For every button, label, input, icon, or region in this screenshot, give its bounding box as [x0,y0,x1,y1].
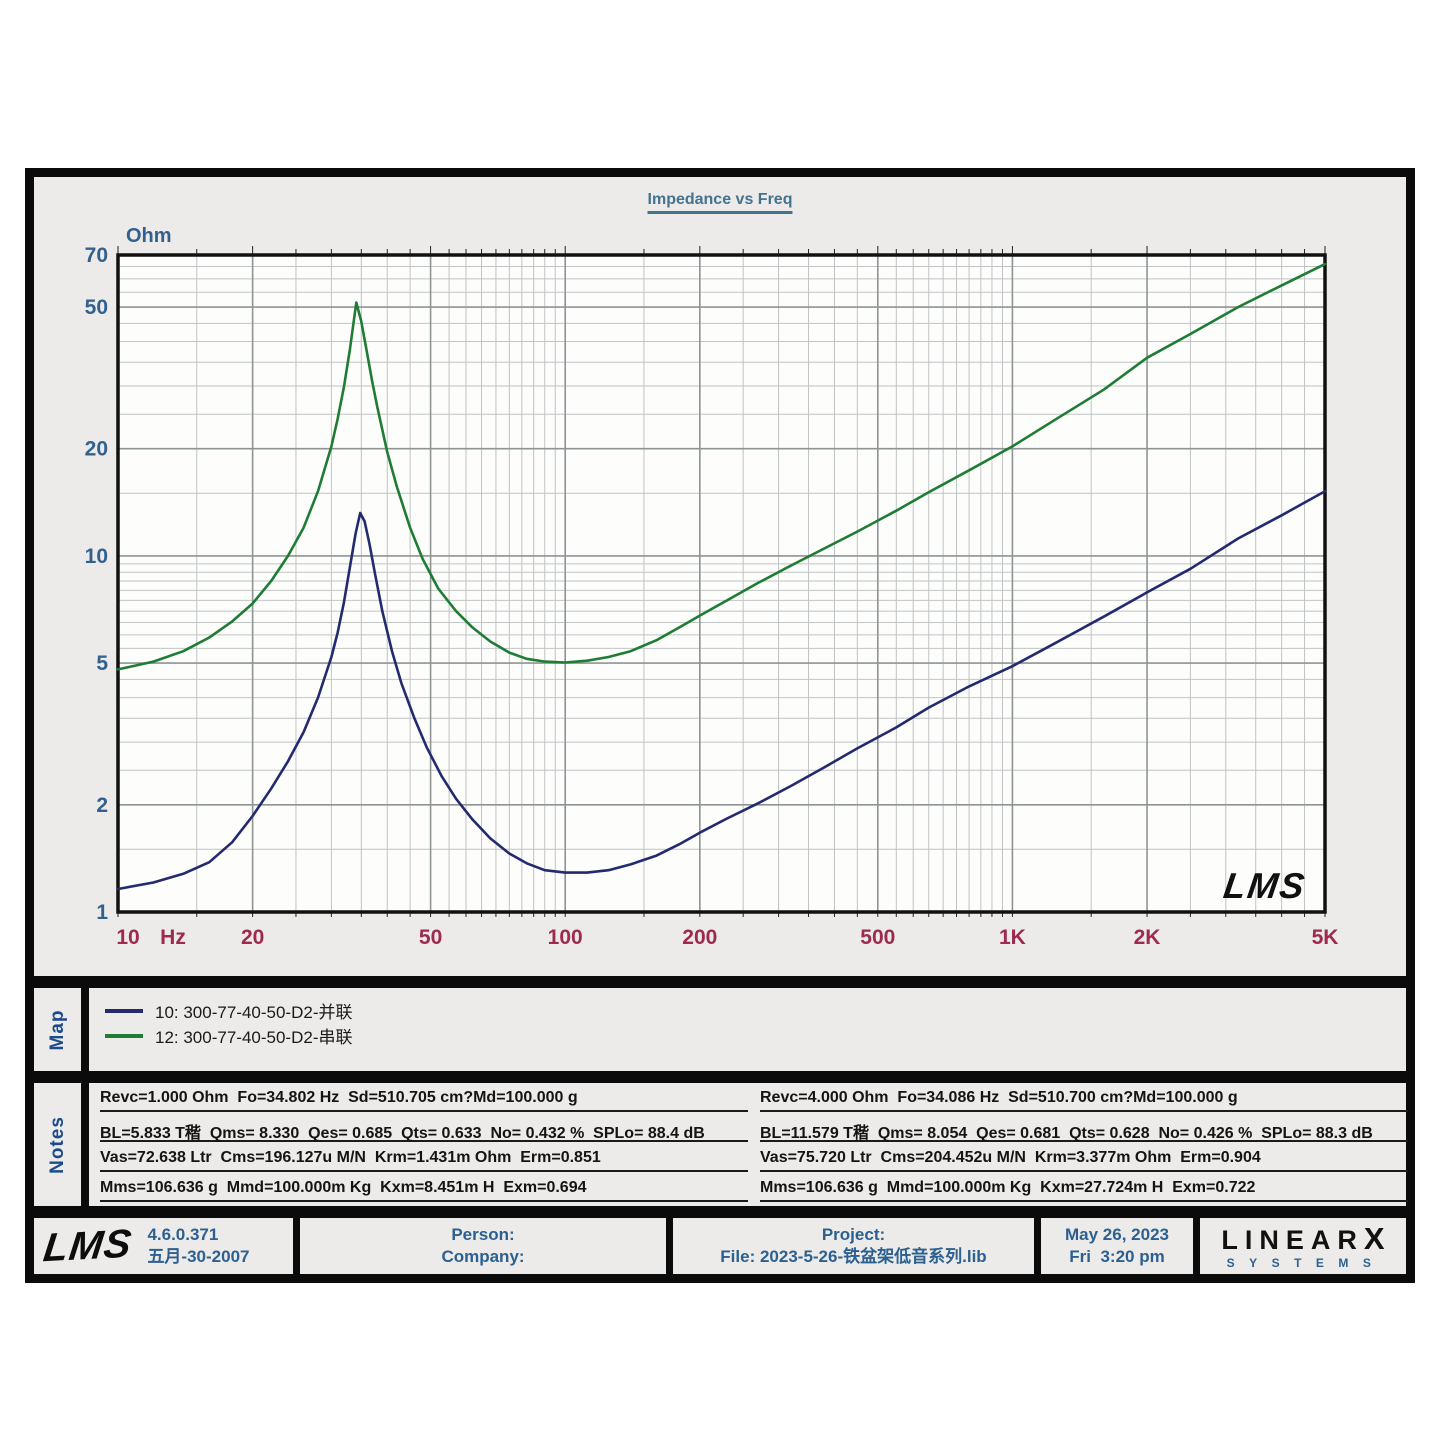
note-line: BL=5.833 T稭 Qms= 8.330 Qes= 0.685 Qts= 0… [100,1119,748,1142]
map-panel-label: Map [46,1009,68,1050]
y-axis-unit-label: Ohm [126,225,172,247]
x-tick-label: 10 [116,926,139,949]
notes-area: Revc=1.000 Ohm Fo=34.802 Hz Sd=510.705 c… [89,1083,1408,1209]
legend-swatch-12 [105,1033,143,1038]
company-label: Company: [441,1247,525,1266]
x-tick-label: 20 [241,926,264,949]
y-tick-label: 1 [96,901,108,924]
footer-time: Fri 3:20 pm [1069,1247,1165,1266]
footer-brand-cell: LINEARX SYSTEMS [1193,1218,1406,1274]
legend-item-10: 10: 300-77-40-50-D2-并联 [105,998,352,1023]
x-tick-label: 5K [1312,926,1339,949]
impedance-plot: LMS 70 50 20 10 5 2 1 10 20 50 100 200 500 1K 2K 5K Hz [85,244,1339,949]
plot-frame [116,253,1327,914]
x-tick-label: 2K [1134,926,1161,949]
x-tick-label: 1K [999,926,1026,949]
y-tick-label: 2 [96,794,108,817]
linearx-logo-linear: LINEAR [1221,1225,1364,1255]
legend-area: 10: 300-77-40-50-D2-并联 12: 300-77-40-50-D… [89,988,1406,1071]
person-label: Person: [451,1225,515,1244]
lms-report-document: Impedance vs Freq Ohm LMS 70 50 20 10 5 2 1 10 20… [25,168,1415,1283]
note-line: Mms=106.636 g Mmd=100.000m Kg Kxm=27.724… [760,1179,1408,1202]
footer-version-date: 五月-30-2007 [147,1247,250,1266]
y-tick-label: 70 [85,244,108,267]
footer-version-block: 4.6.0.371 五月-30-2007 [147,1224,249,1268]
footer-date: May 26, 2023 [1065,1225,1169,1244]
footer-lms-cell: LMS 4.6.0.371 五月-30-2007 [34,1218,293,1274]
x-tick-label: 50 [419,926,442,949]
panel-separator [34,976,1406,988]
lms-watermark: LMS [1221,865,1309,906]
note-line: Mms=106.636 g Mmd=100.000m Kg Kxm=8.451m… [100,1179,748,1202]
note-line: Revc=1.000 Ohm Fo=34.802 Hz Sd=510.705 c… [100,1089,748,1112]
lms-logo: LMS [40,1221,135,1270]
curve-10 [116,489,1327,891]
x-tick-label: 100 [548,926,583,949]
y-tick-label: 20 [85,438,108,461]
footer-person-cell: Person: Company: [293,1218,666,1274]
notes-panel-side-label-cell: Notes [34,1083,89,1206]
panel-separator [34,1071,1406,1083]
footer: LMS 4.6.0.371 五月-30-2007 Person: Company… [34,1218,1406,1274]
note-line: Vas=75.720 Ltr Cms=204.452u M/N Krm=3.37… [760,1149,1408,1172]
project-file: File: 2023-5-26-铁盆架低音系列.lib [720,1247,987,1266]
note-line: Revc=4.000 Ohm Fo=34.086 Hz Sd=510.700 c… [760,1089,1408,1112]
chart-title: Impedance vs Freq [34,191,1406,209]
notes-panel-label: Notes [46,1115,68,1174]
map-panel: Map 10: 300-77-40-50-D2-并联 12: 300-77-40-… [34,988,1406,1071]
chart-title-text: Impedance vs Freq [647,191,793,208]
project-label: Project: [821,1225,886,1244]
footer-project-cell: Project: File: 2023-5-26-铁盆架低音系列.lib [666,1218,1034,1274]
note-line: BL=11.579 T稭 Qms= 8.054 Qes= 0.681 Qts= … [760,1119,1408,1142]
footer-version: 4.6.0.371 [147,1225,219,1244]
legend-item-12: 12: 300-77-40-50-D2-串联 [105,1023,352,1048]
curve-12 [116,262,1327,671]
note-line: Vas=72.638 Ltr Cms=196.127u M/N Krm=1.43… [100,1149,748,1172]
x-axis-unit-label: Hz [160,926,186,949]
y-tick-label: 10 [85,545,108,568]
notes-panel: Notes Revc=1.000 Ohm Fo=34.802 Hz Sd=510… [34,1083,1408,1209]
legend-label-12: 12: 300-77-40-50-D2-串联 [155,1028,353,1047]
y-tick-label: 5 [96,652,108,675]
map-panel-side-label-cell: Map [34,988,89,1071]
x-tick-label: 500 [860,926,895,949]
plot-background [118,255,1325,912]
notes-left-column: Revc=1.000 Ohm Fo=34.802 Hz Sd=510.705 c… [100,1089,748,1209]
notes-right-column: Revc=4.000 Ohm Fo=34.086 Hz Sd=510.700 c… [760,1089,1408,1209]
linearx-logo-systems: SYSTEMS [1226,1256,1386,1270]
linearx-logo: LINEARX SYSTEMS [1221,1223,1386,1269]
linearx-logo-x: X [1363,1221,1385,1256]
footer-date-cell: May 26, 2023 Fri 3:20 pm [1034,1218,1193,1274]
x-tick-label: 200 [682,926,717,949]
panel-separator [34,1206,1406,1218]
y-tick-label: 50 [85,296,108,319]
legend-label-10: 10: 300-77-40-50-D2-并联 [155,1003,353,1022]
legend-swatch-10 [105,1008,143,1013]
chart-panel: Impedance vs Freq Ohm LMS 70 50 20 10 5 2 1 10 20… [34,177,1406,976]
